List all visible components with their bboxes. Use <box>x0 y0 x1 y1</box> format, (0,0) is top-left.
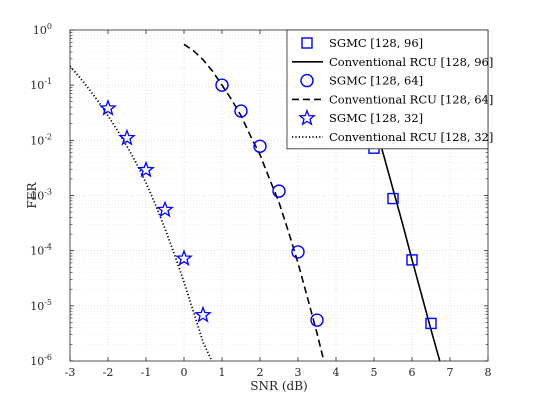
data-point-pentagram <box>156 200 174 218</box>
legend-label: Conventional RCU [128, 64] <box>329 92 493 106</box>
x-tick-label: -2 <box>103 366 114 379</box>
data-markers <box>99 78 437 330</box>
data-point-pentagram <box>194 305 212 323</box>
y-tick-label: 10-3 <box>30 188 52 203</box>
x-tick-label: 6 <box>409 366 416 379</box>
x-tick-label: 4 <box>333 366 340 379</box>
legend-marker-square <box>301 37 313 49</box>
data-point-pentagram <box>99 98 117 116</box>
data-point-circle <box>291 245 305 259</box>
x-tick-label: 1 <box>219 366 226 379</box>
data-point-pentagram <box>175 249 193 267</box>
series-line-3 <box>183 43 325 361</box>
data-point-square <box>406 254 418 266</box>
data-point-square <box>387 192 399 205</box>
data-point-pentagram <box>118 128 136 146</box>
legend-label: Conventional RCU [128, 96] <box>329 55 493 69</box>
x-tick-label: -1 <box>141 366 152 379</box>
y-tick-label: 10-1 <box>30 77 52 92</box>
legend-label: SGMC [128, 64] <box>329 74 423 88</box>
x-tick-label: 2 <box>257 366 264 379</box>
data-point-square <box>425 317 437 330</box>
x-axis-label: SNR (dB) <box>250 379 307 393</box>
y-tick-label: 10-2 <box>30 132 52 147</box>
x-tick-label: 5 <box>371 366 378 379</box>
legend-marker-circle <box>300 73 314 88</box>
x-tick-label: -3 <box>65 366 76 379</box>
legend: SGMC [128, 96] Conventional RCU [128, 96]… <box>286 29 493 150</box>
data-point-circle <box>272 184 286 198</box>
y-tick-label: 10-4 <box>30 243 52 258</box>
x-tick-label: 3 <box>295 366 302 379</box>
data-point-pentagram <box>137 160 155 178</box>
y-tick-label: 100 <box>33 22 52 37</box>
data-point-circle <box>253 139 267 153</box>
series-line-5 <box>70 65 213 361</box>
y-axis-label: FER <box>25 181 39 208</box>
data-point-circle <box>310 313 324 327</box>
x-tick-label: 8 <box>485 366 492 379</box>
legend-label: SGMC [128, 96] <box>329 36 423 50</box>
data-point-circle <box>234 104 248 118</box>
y-tick-label: 10-6 <box>30 353 52 368</box>
x-tick-label: 0 <box>181 366 188 379</box>
axis-ticks: -3 -2 -1 0 1 2 3 4 5 6 7 8 10-6 10-5 10-4 10-3 10-2 10-1 1… <box>30 22 491 379</box>
x-tick-label: 7 <box>447 366 454 379</box>
legend-label: Conventional RCU [128, 32] <box>329 130 493 144</box>
y-tick-label: 10-5 <box>30 298 52 313</box>
legend-marker-pentagram <box>298 108 316 126</box>
data-point-circle <box>215 78 229 92</box>
legend-box <box>286 29 489 150</box>
legend-label: SGMC [128, 32] <box>329 111 423 125</box>
